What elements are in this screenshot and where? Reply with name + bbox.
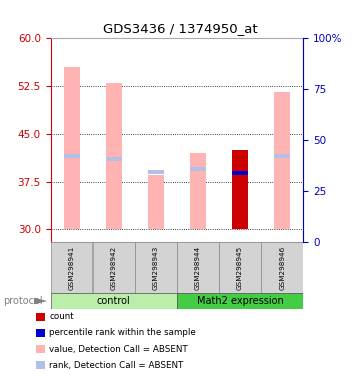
Bar xyxy=(148,170,164,174)
Bar xyxy=(148,175,164,229)
Text: count: count xyxy=(49,312,74,321)
Text: value, Detection Call = ABSENT: value, Detection Call = ABSENT xyxy=(49,344,188,354)
Text: control: control xyxy=(97,296,131,306)
Text: GSM298942: GSM298942 xyxy=(111,246,117,290)
Bar xyxy=(190,167,206,171)
Text: protocol: protocol xyxy=(4,296,43,306)
Text: Math2 expression: Math2 expression xyxy=(197,296,283,306)
Bar xyxy=(64,67,79,229)
Bar xyxy=(106,83,122,229)
Bar xyxy=(64,154,79,158)
Bar xyxy=(274,154,290,158)
Bar xyxy=(232,150,248,229)
Polygon shape xyxy=(34,298,47,305)
Bar xyxy=(232,167,248,171)
Bar xyxy=(219,242,261,293)
Bar xyxy=(232,171,248,175)
Bar xyxy=(177,242,219,293)
Bar xyxy=(135,242,177,293)
Bar xyxy=(51,242,92,293)
Bar xyxy=(261,242,303,293)
Bar xyxy=(51,293,177,309)
Text: GSM298943: GSM298943 xyxy=(153,246,159,290)
Bar xyxy=(190,153,206,229)
Text: percentile rank within the sample: percentile rank within the sample xyxy=(49,328,196,338)
Bar xyxy=(106,157,122,161)
Bar xyxy=(274,93,290,229)
Text: GSM298945: GSM298945 xyxy=(237,246,243,290)
Bar xyxy=(232,150,248,229)
Text: GSM298946: GSM298946 xyxy=(279,246,285,290)
Text: GSM298944: GSM298944 xyxy=(195,246,201,290)
Text: GSM298941: GSM298941 xyxy=(69,246,75,290)
Bar xyxy=(177,293,303,309)
Bar xyxy=(93,242,135,293)
Text: GDS3436 / 1374950_at: GDS3436 / 1374950_at xyxy=(103,22,258,35)
Text: rank, Detection Call = ABSENT: rank, Detection Call = ABSENT xyxy=(49,361,184,370)
